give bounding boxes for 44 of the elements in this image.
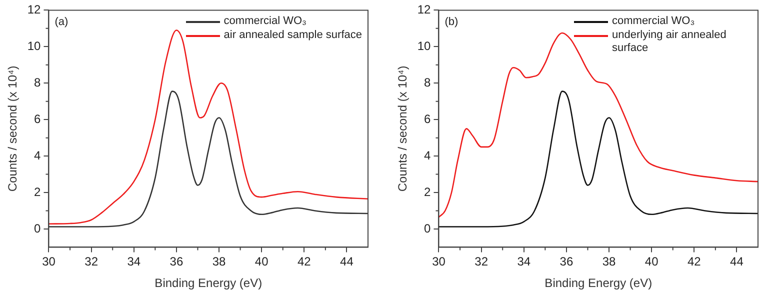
y-tick-label: 2 (34, 184, 42, 199)
x-tick-label: 40 (254, 254, 269, 269)
x-tick-label: 42 (297, 254, 312, 269)
annotation: (a) (54, 16, 68, 28)
y-tick-label: 6 (34, 112, 42, 126)
legend-label: commercial WO₃ (612, 15, 695, 28)
x-tick-label: 34 (517, 254, 531, 269)
line-series (48, 30, 368, 225)
x-tick-label: 32 (84, 254, 98, 269)
x-tick-label: 44 (340, 254, 354, 269)
line-series (438, 32, 758, 218)
y-tick-label: 0 (34, 221, 42, 236)
y-tick-label: 2 (424, 184, 432, 199)
x-axis-title: Binding Energy (eV) (544, 276, 652, 290)
y-axis-title: Counts / second (x 10⁴) (6, 66, 20, 192)
y-tick-label: 10 (417, 38, 432, 53)
y-tick-label: 4 (34, 148, 42, 162)
legend-label: underlying air annealed surface (612, 29, 728, 56)
y-tick-label: 4 (424, 148, 432, 162)
legend-label: air annealed sample surface (224, 29, 362, 42)
legend-label: commercial WO₃ (224, 15, 307, 28)
y-tick-label: 0 (424, 221, 432, 236)
x-tick-label: 40 (644, 254, 659, 269)
x-tick-label: 30 (432, 254, 446, 269)
y-tick-label: 8 (34, 75, 42, 90)
y-axis-title: Counts / second (x 10⁴) (396, 66, 410, 192)
x-tick-label: 36 (170, 254, 184, 269)
y-tick-label: 10 (27, 38, 42, 53)
x-tick-label: 30 (42, 254, 56, 269)
x-tick-label: 34 (127, 254, 141, 269)
line-series (438, 90, 758, 228)
x-tick-label: 38 (212, 254, 226, 269)
x-tick-label: 38 (602, 254, 616, 269)
line-series (48, 90, 368, 228)
x-tick-label: 36 (560, 254, 574, 269)
x-axis-title: Binding Energy (eV) (154, 276, 262, 290)
x-tick-label: 44 (730, 254, 744, 269)
x-tick-label: 32 (474, 254, 488, 269)
annotation: (b) (444, 16, 458, 28)
y-tick-label: 12 (27, 2, 42, 17)
y-tick-label: 6 (424, 112, 432, 126)
y-tick-label: 12 (417, 2, 432, 17)
y-tick-label: 8 (424, 75, 432, 90)
x-tick-label: 42 (687, 254, 702, 269)
